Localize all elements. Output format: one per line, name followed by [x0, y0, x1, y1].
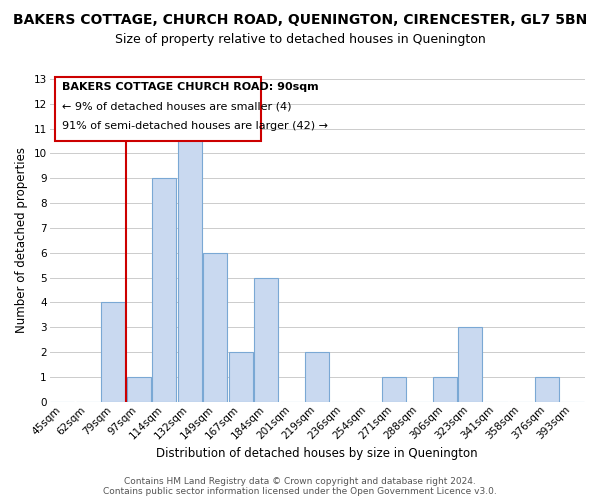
Bar — [203, 253, 227, 402]
Text: Contains HM Land Registry data © Crown copyright and database right 2024.: Contains HM Land Registry data © Crown c… — [124, 477, 476, 486]
Bar — [152, 178, 176, 402]
Text: Size of property relative to detached houses in Quenington: Size of property relative to detached ho… — [115, 32, 485, 46]
Text: Contains public sector information licensed under the Open Government Licence v3: Contains public sector information licen… — [103, 487, 497, 496]
Bar — [433, 377, 457, 402]
Text: ← 9% of detached houses are smaller (4): ← 9% of detached houses are smaller (4) — [62, 102, 292, 112]
Bar — [229, 352, 253, 402]
Bar — [101, 302, 125, 402]
Text: BAKERS COTTAGE CHURCH ROAD: 90sqm: BAKERS COTTAGE CHURCH ROAD: 90sqm — [62, 82, 319, 92]
Bar — [458, 328, 482, 402]
Text: 91% of semi-detached houses are larger (42) →: 91% of semi-detached houses are larger (… — [62, 120, 328, 130]
Y-axis label: Number of detached properties: Number of detached properties — [15, 148, 28, 334]
Text: BAKERS COTTAGE, CHURCH ROAD, QUENINGTON, CIRENCESTER, GL7 5BN: BAKERS COTTAGE, CHURCH ROAD, QUENINGTON,… — [13, 12, 587, 26]
Bar — [127, 377, 151, 402]
Bar — [254, 278, 278, 402]
Bar — [305, 352, 329, 402]
Bar — [382, 377, 406, 402]
Bar — [178, 128, 202, 402]
X-axis label: Distribution of detached houses by size in Quenington: Distribution of detached houses by size … — [157, 447, 478, 460]
Bar — [535, 377, 559, 402]
